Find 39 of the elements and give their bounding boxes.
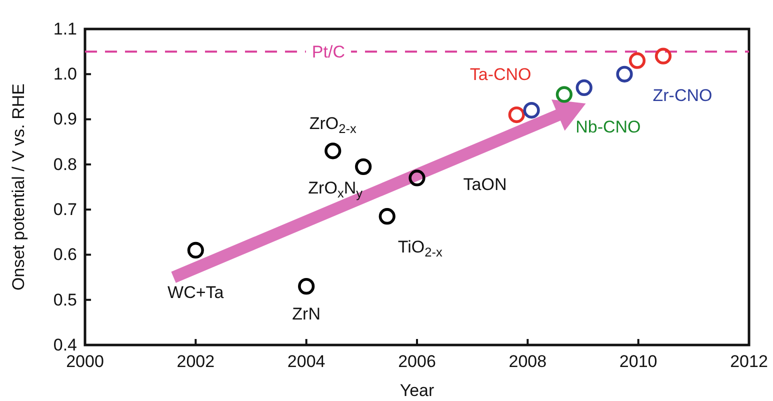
text: WC+Ta [168, 283, 224, 302]
series-label: ZrN [292, 304, 320, 324]
series-label: Nb-CNO [576, 117, 641, 136]
y-tick-label: 0.4 [53, 335, 77, 354]
series-label: ZrO$_{2-x}$ [309, 114, 358, 136]
y-tick-label: 0.8 [53, 154, 77, 174]
x-tick-label: 2008 [508, 352, 547, 372]
y-tick-label: 1.1 [53, 19, 77, 38]
point [298, 278, 315, 295]
x-tick-label: 2006 [398, 352, 436, 372]
series-label: TiO$_{2-x}$ [398, 237, 443, 260]
y-axis-title: Onset potential / V vs. RHE [9, 84, 28, 290]
point [616, 66, 633, 82]
x-axis-title: Year [400, 381, 435, 400]
point [355, 158, 372, 175]
point [556, 86, 572, 103]
point [508, 106, 525, 124]
x-tick-label: 2004 [287, 352, 326, 372]
point [378, 208, 396, 225]
x-tick-label: 2012 [730, 352, 768, 372]
point [523, 102, 540, 119]
y-tick-label: 0.6 [53, 245, 77, 264]
y-tick-label: 1.0 [53, 64, 77, 84]
text: TaON [463, 174, 507, 194]
point [187, 242, 204, 258]
x-tick-label: 2010 [619, 352, 658, 372]
point [408, 170, 426, 186]
x-tick-label: 2000 [66, 352, 104, 372]
y-tick-label: 0.7 [53, 200, 77, 220]
y-tick-label: 0.9 [53, 110, 77, 129]
point [628, 52, 646, 69]
point [654, 48, 672, 64]
point [576, 79, 592, 96]
x-tick-label: 2002 [176, 352, 215, 372]
series-label: Ta-CNO [470, 64, 532, 84]
point [324, 142, 342, 160]
ref-line-label: Pt/C [312, 42, 345, 62]
y-tick-label: 0.5 [53, 290, 77, 310]
series-label: Zr-CNO [652, 86, 712, 106]
